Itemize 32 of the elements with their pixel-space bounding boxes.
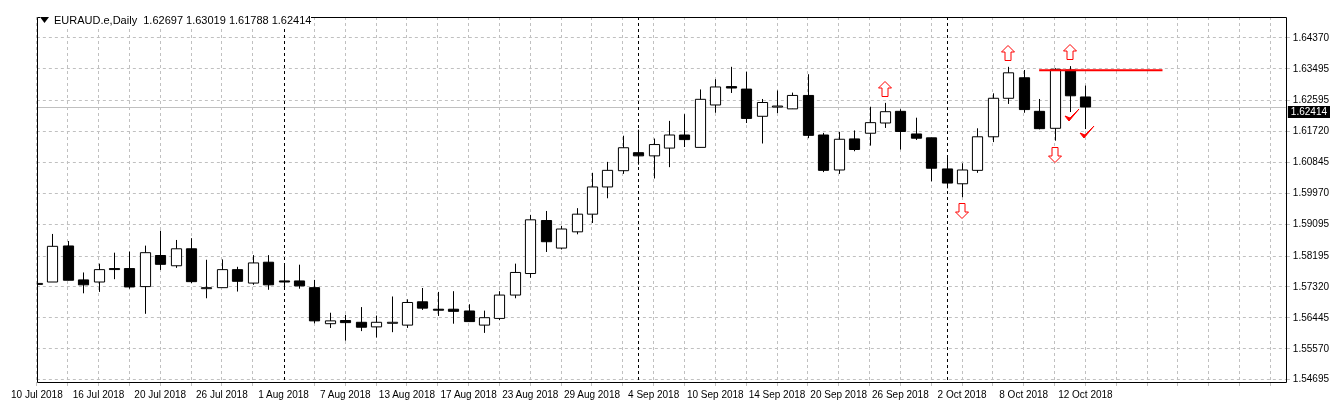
chart-title: EURAUD.e,Daily 1.62697 1.63019 1.61788 1.62414: [54, 14, 312, 26]
x-tick-label: 29 Aug 2018: [563, 388, 621, 400]
x-tick-label: 4 Sep 2018: [628, 388, 680, 400]
y-tick-label: 1.59970: [1292, 187, 1330, 199]
y-tick-label: 1.64370: [1292, 31, 1330, 43]
y-tick-label: 1.62595: [1292, 94, 1330, 106]
x-tick-label: 14 Sep 2018: [748, 388, 806, 400]
y-tick-label: 1.54695: [1292, 373, 1330, 385]
y-tick-label: 1.55570: [1292, 342, 1330, 354]
y-tick-label: 1.63495: [1292, 62, 1330, 74]
x-tick-label: 20 Sep 2018: [810, 388, 868, 400]
x-tick-label: 1 Aug 2018: [258, 388, 310, 400]
y-tick-label: 1.56445: [1292, 311, 1330, 323]
x-tick-label: 20 Jul 2018: [134, 388, 187, 400]
x-tick-label: 13 Aug 2018: [378, 388, 436, 400]
x-tick-label: 26 Sep 2018: [872, 388, 930, 400]
x-tick-label: 7 Aug 2018: [319, 388, 371, 400]
x-tick-label: 23 Aug 2018: [502, 388, 559, 400]
x-tick-label: 17 Aug 2018: [440, 388, 498, 400]
y-tick-label: 1.58195: [1292, 249, 1330, 261]
x-tick-label: 10 Jul 2018: [11, 388, 64, 400]
y-tick-label: 1.57320: [1292, 280, 1330, 292]
x-tick-label: 8 Oct 2018: [999, 388, 1049, 400]
x-tick-label: 10 Sep 2018: [686, 388, 745, 400]
ref-line-label: 1.62414: [1290, 105, 1328, 117]
y-tick-label: 1.61720: [1292, 125, 1330, 137]
x-tick-label: 16 Jul 2018: [72, 388, 125, 400]
x-tick-label: 12 Oct 2018: [1058, 388, 1114, 400]
y-tick-label: 1.60845: [1292, 156, 1330, 168]
x-tick-label: 2 Oct 2018: [937, 388, 987, 400]
x-tick-label: 26 Jul 2018: [196, 388, 249, 400]
y-tick-label: 1.59095: [1292, 217, 1330, 229]
